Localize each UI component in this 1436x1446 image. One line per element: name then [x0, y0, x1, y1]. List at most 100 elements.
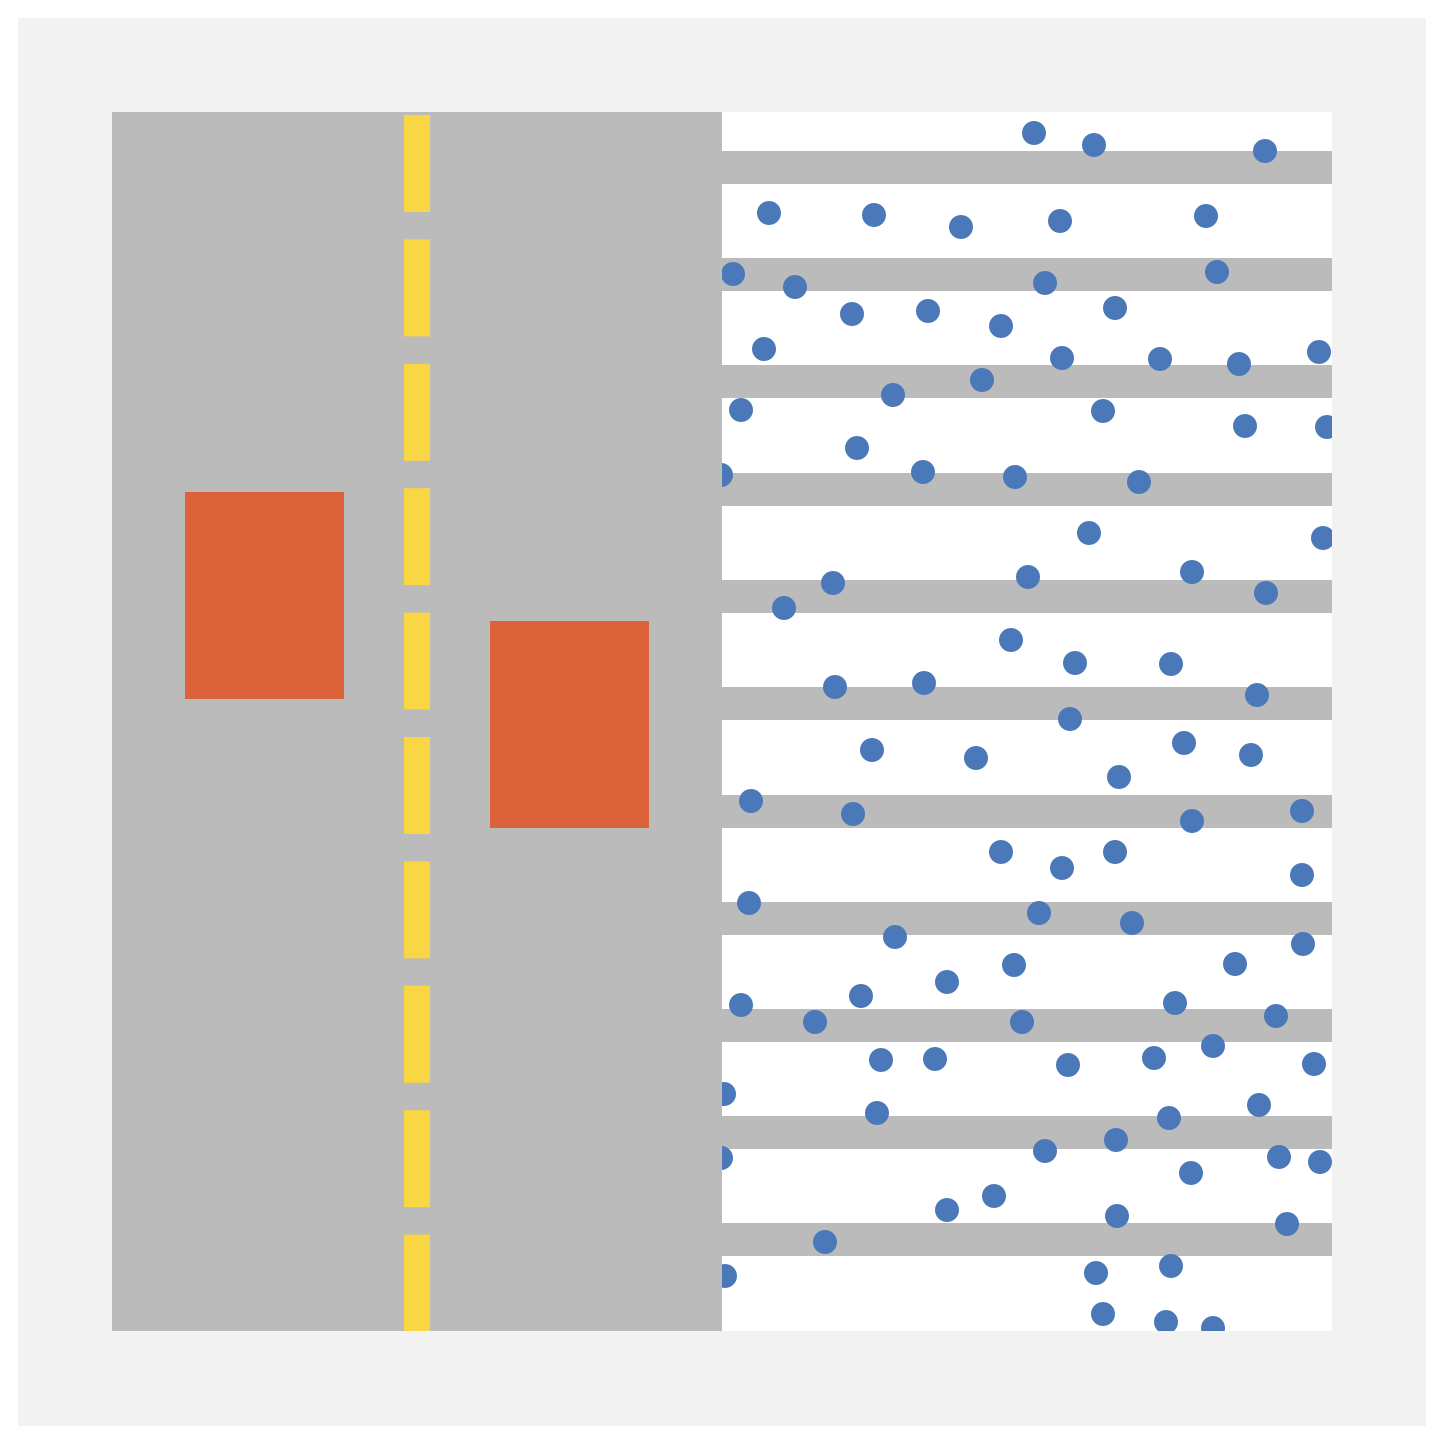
pedestrian-dot: [923, 1047, 947, 1071]
pedestrian-dot: [849, 984, 873, 1008]
pedestrian-dot: [752, 337, 776, 361]
pedestrian-dot: [1311, 526, 1332, 550]
pedestrian-dot: [916, 299, 940, 323]
pedestrian-dot: [722, 262, 745, 286]
pedestrian-dot: [964, 746, 988, 770]
pedestrian-dot: [1010, 1010, 1034, 1034]
pedestrian-dot: [1142, 1046, 1166, 1070]
pedestrian-dot: [1291, 932, 1315, 956]
pedestrian-dot: [862, 203, 886, 227]
pedestrian-dot: [1302, 1052, 1326, 1076]
pedestrian-dot: [1253, 139, 1277, 163]
pedestrian-dot: [783, 275, 807, 299]
pedestrian-dot: [729, 993, 753, 1017]
pedestrian-dot: [1048, 209, 1072, 233]
pedestrian-dot: [1103, 840, 1127, 864]
pedestrian-dot: [841, 802, 865, 826]
pedestrian-dot: [1180, 560, 1204, 584]
lane-dash: [404, 363, 430, 461]
pedestrian-dot: [1003, 465, 1027, 489]
pedestrian-dot: [1172, 731, 1196, 755]
pedestrian-dot: [1082, 133, 1106, 157]
pedestrian-dot: [722, 1146, 733, 1170]
lane-dash: [404, 861, 430, 959]
pedestrian-dot: [1104, 1128, 1128, 1152]
pedestrian-dot: [840, 302, 864, 326]
sidewalk-stripe: [722, 151, 1332, 184]
pedestrian-dot: [869, 1048, 893, 1072]
pedestrian-dot: [1267, 1145, 1291, 1169]
pedestrian-dot: [865, 1101, 889, 1125]
pedestrian-dot: [1127, 470, 1151, 494]
pedestrian-dot: [722, 463, 733, 487]
pedestrian-dot: [1058, 707, 1082, 731]
pedestrian-dot: [813, 1230, 837, 1254]
pedestrian-dot: [1290, 799, 1314, 823]
pedestrian-dot: [1107, 765, 1131, 789]
pedestrian-dot: [1308, 1150, 1332, 1174]
pedestrian-dot: [1205, 260, 1229, 284]
lane-dash: [404, 1234, 430, 1331]
sidewalk-stripe: [722, 473, 1332, 506]
pedestrian-dot: [1179, 1161, 1203, 1185]
pedestrian-dot: [989, 840, 1013, 864]
sidewalk-stripe: [722, 687, 1332, 720]
pedestrian-dot: [1275, 1212, 1299, 1236]
lane-divider: [404, 115, 430, 1331]
pedestrian-dot: [1148, 347, 1172, 371]
pedestrian-dot: [737, 891, 761, 915]
pedestrian-dot: [982, 1184, 1006, 1208]
sidewalk-stripe: [722, 795, 1332, 828]
pedestrian-dot: [1227, 352, 1251, 376]
pedestrian-dot: [1239, 743, 1263, 767]
pedestrian-dot: [970, 368, 994, 392]
pedestrian-dot: [1056, 1053, 1080, 1077]
pedestrian-dot: [722, 1264, 737, 1288]
pedestrian-dot: [1290, 863, 1314, 887]
pedestrian-dot: [1084, 1261, 1108, 1285]
pedestrian-dot: [1022, 121, 1046, 145]
pedestrian-dot: [1201, 1034, 1225, 1058]
pedestrian-dot: [935, 970, 959, 994]
pedestrian-dot: [739, 789, 763, 813]
lane-dash: [404, 612, 430, 710]
pedestrian-dot: [912, 671, 936, 695]
pedestrian-dot: [1163, 991, 1187, 1015]
pedestrian-dot: [1201, 1316, 1225, 1331]
pedestrian-dot: [1091, 1302, 1115, 1326]
pedestrian-dot: [1077, 521, 1101, 545]
pedestrian-dot: [935, 1198, 959, 1222]
pedestrian-dot: [1033, 1139, 1057, 1163]
pedestrian-dot: [1307, 340, 1331, 364]
pedestrian-dot: [881, 383, 905, 407]
pedestrian-dot: [1159, 652, 1183, 676]
pedestrian-dot: [1027, 901, 1051, 925]
pedestrian-dot: [757, 201, 781, 225]
pedestrian-dot: [1180, 809, 1204, 833]
pedestrian-dot: [803, 1010, 827, 1034]
pedestrian-dot: [1245, 683, 1269, 707]
crosswalk-stripes: [722, 151, 1332, 1256]
pedestrian-dot: [1315, 415, 1332, 439]
pedestrian-dot: [729, 398, 753, 422]
pedestrian-dot: [1050, 856, 1074, 880]
pedestrians: [722, 121, 1332, 1331]
pedestrian-dot: [1194, 204, 1218, 228]
pedestrian-dot: [1033, 271, 1057, 295]
pedestrian-dot: [1103, 296, 1127, 320]
pedestrian-dot: [1105, 1204, 1129, 1228]
pedestrian-dot: [1050, 346, 1074, 370]
lane-dash: [404, 1110, 430, 1208]
pedestrian-dot: [1254, 581, 1278, 605]
pedestrian-dot: [1002, 953, 1026, 977]
pedestrian-dot: [1157, 1106, 1181, 1130]
pedestrian-dot: [1159, 1254, 1183, 1278]
pedestrian-dot: [1016, 565, 1040, 589]
pedestrian-dot: [860, 738, 884, 762]
vehicles: [185, 492, 649, 828]
pedestrian-dot: [1091, 399, 1115, 423]
sidewalk-stripe: [722, 902, 1332, 935]
lane-dash: [404, 239, 430, 337]
pedestrian-dot: [1233, 414, 1257, 438]
